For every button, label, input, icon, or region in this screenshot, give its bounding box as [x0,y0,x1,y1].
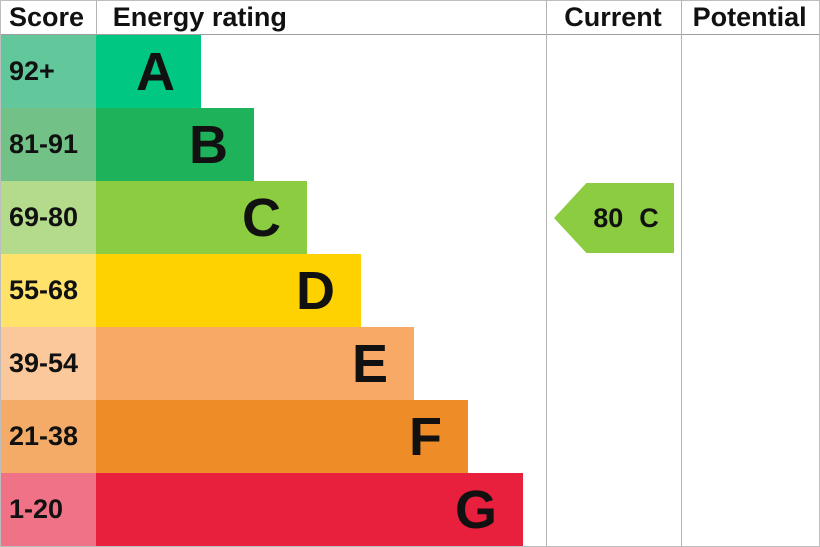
rating-letter: G [454,479,497,540]
band-row-b: 81-91 B [1,108,819,181]
column-header-energy-rating: Energy rating [112,2,287,32]
rating-bar-b: B [96,108,254,181]
potential-column-divider [681,1,682,546]
rating-bar-d: D [96,254,361,327]
current-column-divider [546,1,547,546]
rating-bar-c: C [96,181,307,254]
band-row-c: 69-80 C [1,181,819,254]
rating-letter: B [189,114,228,175]
band-row-a: 92+ A [1,35,819,108]
rating-bar-e: E [96,327,414,400]
column-header-current: Current [564,2,662,32]
score-range-label: 81-91 [1,108,96,181]
column-header-score: Score [9,2,85,32]
score-range-label: 1-20 [1,473,96,546]
current-band-letter: C [639,202,659,233]
score-range-label: 92+ [1,35,96,108]
score-range-label: 55-68 [1,254,96,327]
rating-letter: D [296,260,335,321]
band-row-f: 21-38 F [1,400,819,473]
rating-bar-g: G [96,473,523,546]
band-row-d: 55-68 D [1,254,819,327]
score-range-label: 21-38 [1,400,96,473]
current-score-value: 80 [593,202,624,233]
score-column-header-divider [96,1,97,35]
rating-letter: F [409,406,442,467]
column-header-potential: Potential [692,2,807,32]
band-row-g: 1-20 G [1,473,819,546]
header-row: Score Energy rating Current Potential [1,1,819,35]
rating-bar-f: F [96,400,468,473]
rating-bar-a: A [96,35,201,108]
band-rows: 92+ A 81-91 B 69-80 C 55-68 D 39-54 [1,35,819,546]
rating-letter: C [242,187,281,248]
score-range-label: 69-80 [1,181,96,254]
rating-letter: E [351,333,388,394]
band-row-e: 39-54 E [1,327,819,400]
rating-letter: A [136,41,175,102]
score-range-label: 39-54 [1,327,96,400]
